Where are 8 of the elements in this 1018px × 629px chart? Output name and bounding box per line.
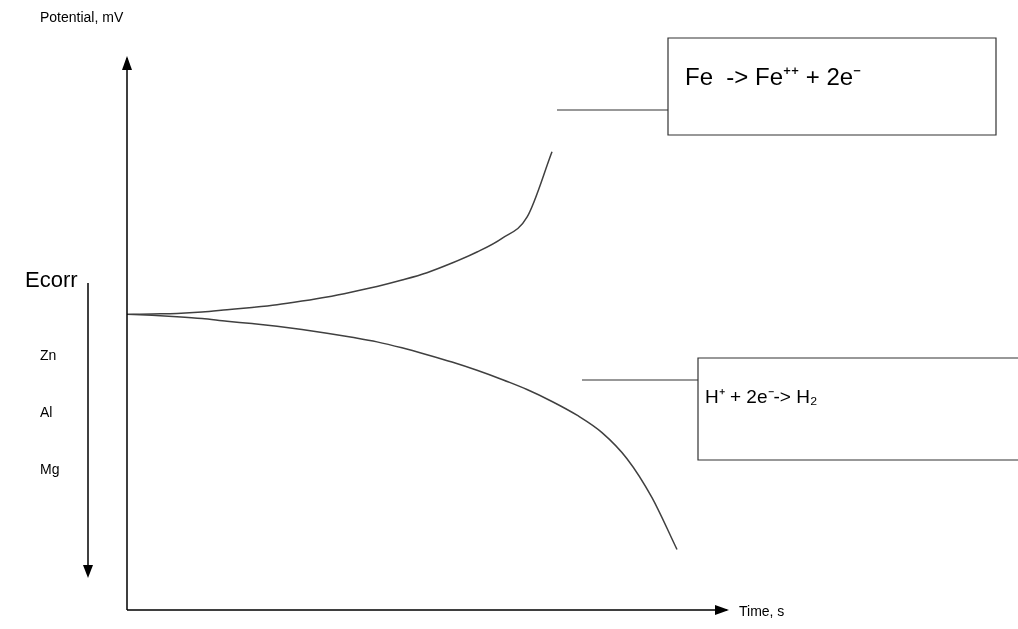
text: Zn	[40, 346, 57, 363]
text: Fe -> Fe⁺⁺ + 2e⁻	[685, 62, 862, 90]
text: H⁺ + 2e⁻-> H₂	[705, 386, 818, 408]
x-axis-title: Time, s	[739, 602, 785, 619]
text: Mg	[40, 460, 60, 477]
text: Al	[40, 403, 53, 420]
text: Potential, mV	[40, 8, 124, 25]
text: Ecorr	[25, 267, 78, 293]
